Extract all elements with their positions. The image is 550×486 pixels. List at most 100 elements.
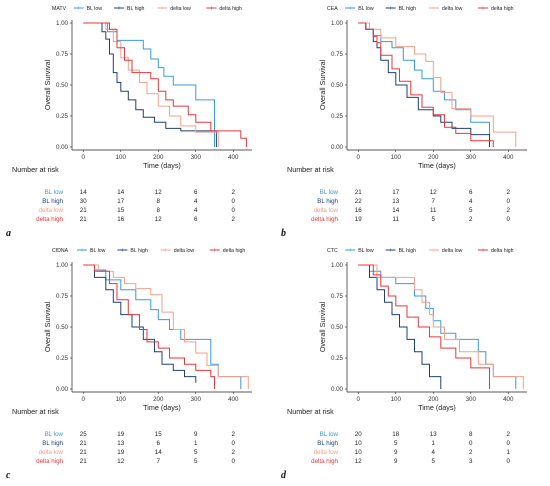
survival-curve-delta-low [83,22,219,147]
y-tick-label: 0.50 [56,324,69,331]
risk-cell: 2 [232,216,236,223]
risk-cell: 12 [117,458,124,465]
legend-label: delta low [442,6,463,12]
risk-cell: 17 [117,198,124,205]
risk-cell: 10 [355,449,362,456]
risk-cell: 0 [507,440,511,447]
axes: 0.00 0.25 0.50 0.75 1.00 0 100 200 300 400 Time (d… [43,262,252,412]
risk-cell: 8 [469,431,473,438]
legend: CfDNA + BL low + BL high + delta low + delta hig… [52,248,245,254]
legend-title: CfDNA [52,248,69,254]
legend-label: BL low [358,248,374,254]
x-tick-label: 100 [116,396,127,403]
risk-cell: 4 [469,198,473,205]
legend-marker: + [121,248,125,254]
risk-cell: 19 [117,449,124,456]
risk-cell: 4 [194,198,198,205]
risk-cell: 9 [194,431,198,438]
risk-cell: 2 [232,189,236,196]
risk-cell: 5 [194,449,198,456]
legend-title: MATV [52,6,67,12]
risk-row-label: delta low [314,207,339,214]
risk-row: delta high 21 16 12 6 2 [36,216,235,223]
legend-marker: + [213,248,217,254]
survival-curve-bl-high [358,22,490,147]
risk-row: BL high 30 17 8 4 0 [42,198,235,205]
legend-item: + delta high [478,6,514,12]
legend-label: BL low [90,248,106,254]
legend-marker: + [389,6,393,12]
risk-row-label: BL high [317,440,338,447]
y-tick-label: 0.75 [331,293,344,300]
risk-cell: 0 [507,216,511,223]
risk-row-label: delta low [314,449,339,456]
legend-item: + BL low [73,6,102,12]
risk-cell: 12 [430,189,437,196]
legend-item: + delta high [478,248,514,254]
risk-cell: 15 [155,431,162,438]
risk-cell: 21 [355,189,362,196]
x-tick-label: 400 [228,154,239,161]
risk-cell: 13 [392,198,399,205]
y-tick-label: 1.00 [331,262,344,269]
risk-cell: 6 [194,189,198,196]
legend-label: delta high [223,248,246,254]
legend-item: + BL high [385,6,416,12]
panel-c: CfDNA + BL low + BL high + delta low + delta hig… [6,248,252,481]
y-tick-label: 1.00 [56,262,69,269]
survival-curve-bl-high [83,264,197,383]
risk-cell: 1 [507,449,511,456]
risk-row-label: delta high [311,216,338,223]
axes: 0.00 0.25 0.50 0.75 1.00 0 100 200 300 400 Time (d… [318,20,527,170]
risk-row-label: BL low [45,431,64,438]
risk-cell: 11 [430,207,437,214]
legend-marker: + [161,6,165,12]
risk-row-label: BL high [42,440,63,447]
x-tick-label: 200 [153,396,164,403]
x-tick-label: 0 [82,396,86,403]
risk-cell: 22 [355,198,362,205]
risk-cell: 0 [232,458,236,465]
risk-cell: 21 [80,449,87,456]
legend-title: CTC [327,248,338,254]
y-tick-label: 0.50 [331,82,344,89]
panel-letter: b [281,228,286,239]
y-tick-label: 0.25 [56,355,69,362]
x-tick-label: 0 [357,396,361,403]
legend-item: + BL low [345,6,374,12]
risk-cell: 3 [469,458,473,465]
risk-cell: 14 [155,449,162,456]
risk-row: delta low 21 19 14 5 2 [39,449,236,456]
risk-row-label: delta low [39,449,64,456]
y-tick-label: 0.50 [56,82,69,89]
panel-a: MATV + BL low + BL high + delta low + delta high… [6,6,252,239]
legend-marker: + [348,6,352,12]
risk-cell: 21 [80,440,87,447]
risk-cell: 2 [232,449,236,456]
y-tick-label: 0.75 [331,51,344,58]
risk-cell: 21 [80,216,87,223]
legend-item: + delta low [428,6,463,12]
risk-cell: 9 [394,458,398,465]
legend-item: + BL high [117,248,148,254]
risk-cell: 6 [157,440,161,447]
legend: MATV + BL low + BL high + delta low + delta high [52,6,242,12]
legend-marker: + [348,248,352,254]
risk-cell: 12 [355,458,362,465]
legend-label: BL high [399,248,417,254]
legend-marker: + [77,6,81,12]
x-tick-label: 400 [228,396,239,403]
panel-letter: c [6,470,11,481]
x-axis-title: Time (days) [143,403,181,412]
legend-label: delta high [219,6,242,12]
axes: 0.00 0.25 0.50 0.75 1.00 0 100 200 300 400 Time (d… [318,262,527,412]
legend: CEA + BL low + BL high + delta low + delta high [327,6,514,12]
risk-cell: 18 [392,431,399,438]
legend-marker: + [481,248,485,254]
risk-row: BL high 10 5 1 0 0 [317,440,510,447]
panel-b: CEA + BL low + BL high + delta low + delta high 0… [281,6,527,239]
y-axis-title: Overall Survival [43,301,52,352]
